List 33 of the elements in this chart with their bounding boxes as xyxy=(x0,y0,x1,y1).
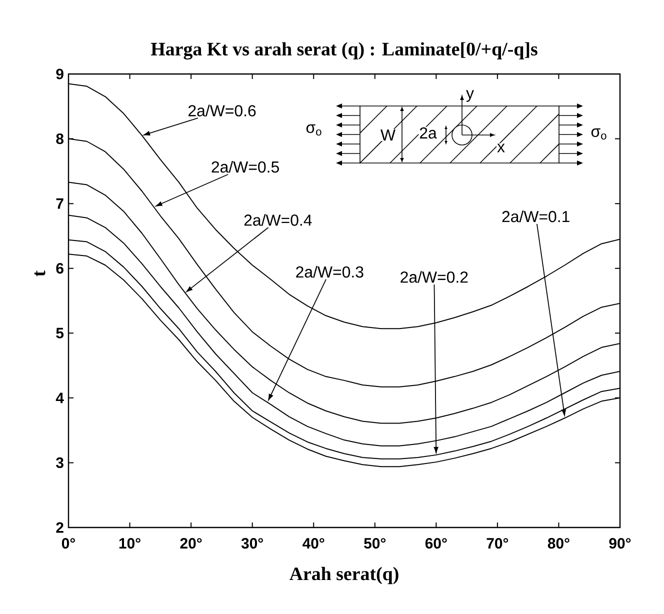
x-tick-label: 90° xyxy=(609,538,631,549)
x-tick-label: 80° xyxy=(548,538,570,549)
annotation: 2a/W=0.2 xyxy=(400,271,468,283)
x-tick-label: 60° xyxy=(425,538,447,549)
x-tick-label: 50° xyxy=(364,538,386,549)
chart-title: Harga Kt vs arah serat (q) : Laminate[0/+q/-q]s xyxy=(150,42,538,60)
x-tick-label: 30° xyxy=(241,538,263,549)
annotation: 2a/W=0.3 xyxy=(296,266,364,278)
annotation: x xyxy=(497,144,505,152)
y-tick-label: 4 xyxy=(56,392,64,404)
annotation: 2a xyxy=(420,127,437,139)
annotation: W xyxy=(380,130,396,140)
annotation: y xyxy=(466,90,474,102)
x-tick-label: 10° xyxy=(119,538,140,549)
annotation: 2a/W=0.6 xyxy=(188,104,256,116)
annotation: 2a/W=0.1 xyxy=(502,210,570,222)
annotation: 2a/W=0.4 xyxy=(244,214,312,226)
y-tick-label: 7 xyxy=(56,198,64,209)
annotation: σ$_{o}$ xyxy=(306,124,322,136)
y-tick-label: 3 xyxy=(56,457,64,468)
annotation: σ$_{o}$ xyxy=(591,128,606,140)
x-tick-label: 70° xyxy=(486,538,508,549)
x-tick-label: 0° xyxy=(62,538,75,549)
y-tick-label: 8 xyxy=(56,133,64,144)
x-tick-label: 40° xyxy=(302,538,324,549)
x-tick-label: 20° xyxy=(180,538,202,549)
x-axis-title: Arah serat(q) xyxy=(290,566,398,584)
y-axis-title: t xyxy=(34,270,46,276)
y-tick-label: 6 xyxy=(56,263,64,274)
y-tick-label: 2 xyxy=(56,522,64,533)
annotation: 2a/W=0.5 xyxy=(212,160,279,173)
y-tick-label: 9 xyxy=(56,68,64,80)
y-tick-label: 5 xyxy=(56,328,64,338)
